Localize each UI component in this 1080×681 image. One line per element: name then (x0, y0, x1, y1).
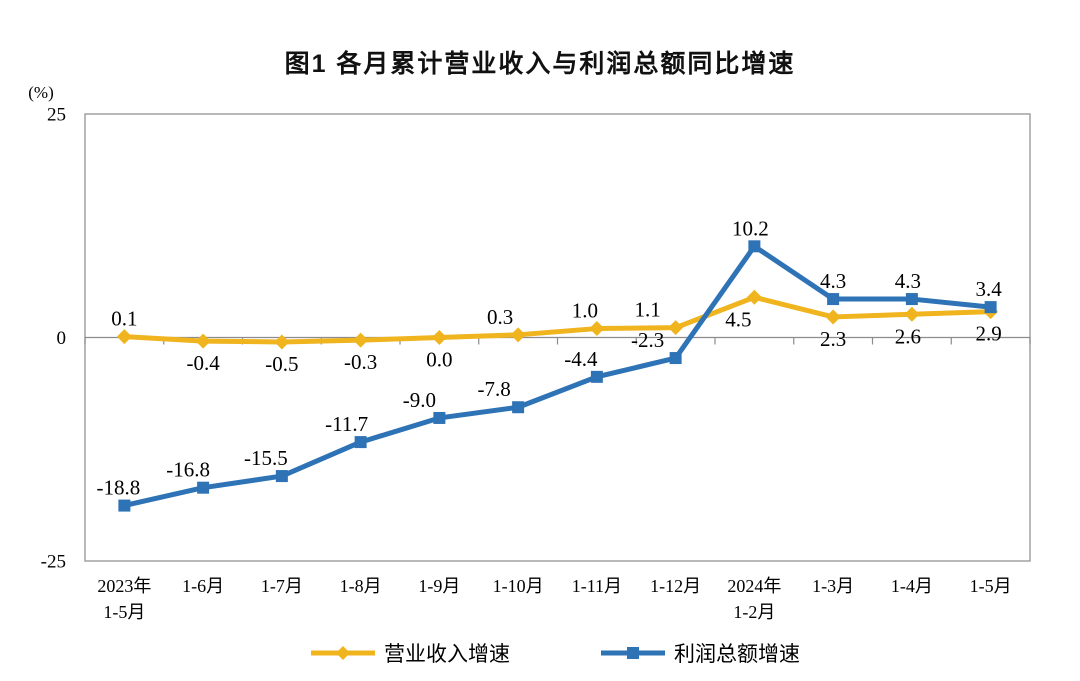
square-marker (433, 411, 446, 424)
diamond-marker (274, 334, 290, 350)
data-label: 2.3 (820, 327, 846, 351)
data-label: -16.8 (166, 458, 210, 482)
x-tick-label: 2023年 1-5月 (97, 576, 151, 622)
data-label: -11.7 (325, 412, 368, 436)
data-label: 0.1 (111, 307, 137, 331)
series-0-data-labels: 0.1 -0.4 -0.5 -0.3 0.0 0.3 1.0 1.1 4.5 2.3 2.6 2.9 (111, 298, 1002, 376)
square-marker (197, 481, 210, 494)
y-tick-label: -25 (41, 552, 66, 573)
square-marker (827, 293, 840, 306)
x-tick-label: 1-6月 (182, 576, 224, 596)
data-label: 0.0 (426, 348, 452, 372)
data-label: -4.4 (564, 347, 598, 371)
data-label: 10.2 (732, 216, 769, 240)
data-label: 2.9 (976, 322, 1002, 346)
x-tick-label: 1-7月 (261, 576, 303, 596)
data-label: -2.3 (631, 328, 664, 352)
x-tick-label: 1-9月 (418, 576, 460, 596)
y-tick-label: 25 (47, 105, 66, 126)
chart-title: 图1 各月累计营业收入与利润总额同比增速 (284, 50, 796, 78)
data-label: -0.4 (187, 351, 221, 375)
data-label: -7.8 (478, 377, 511, 401)
x-tick-label: 2024年 1-2月 (727, 576, 781, 622)
data-label: 4.5 (725, 307, 751, 331)
x-tick-label: 1-11月 (572, 576, 622, 596)
data-label: -9.0 (403, 388, 436, 412)
y-axis-unit-label: (%) (28, 83, 53, 102)
diamond-marker (195, 333, 211, 349)
square-marker (905, 293, 918, 306)
square-marker (275, 470, 288, 483)
diamond-marker (746, 289, 762, 305)
series-line (121, 294, 994, 345)
series-line (121, 243, 994, 509)
x-tick-label: 1-12月 (650, 576, 701, 596)
x-axis-labels: 2023年 1-5月 1-6月 1-7月 1-8月 1-9月 1-10月 1-11月 1-12月… (97, 576, 1011, 622)
revenue-line-diamond-icon (311, 646, 375, 660)
data-label: 4.3 (895, 269, 921, 293)
legend-diamond-marker-icon (336, 646, 350, 660)
profit-line-square-icon (601, 647, 665, 659)
diamond-marker (589, 321, 605, 337)
diamond-marker (116, 329, 132, 345)
diamond-marker (904, 306, 920, 322)
square-marker (354, 436, 367, 449)
diamond-marker (431, 330, 447, 345)
data-label: 1.1 (635, 298, 661, 322)
y-axis-labels: 25 0 -25 (%) (28, 83, 66, 573)
square-marker (984, 301, 997, 314)
data-label: 0.3 (487, 305, 513, 329)
diamond-marker (510, 327, 526, 343)
square-marker (669, 352, 682, 365)
data-label: 3.4 (976, 277, 1003, 301)
diamond-marker (353, 332, 369, 348)
legend-item-profit: 利润总额增速 (600, 638, 800, 668)
x-tick-label: 1-5月 (970, 576, 1012, 596)
legend-item-revenue: 营业收入增速 (310, 638, 510, 668)
x-tick-label: 1-10月 (493, 576, 544, 596)
data-label: 2.6 (895, 324, 921, 348)
x-tick-label: 1-8月 (340, 576, 382, 596)
data-label: -0.3 (344, 350, 377, 374)
data-label: -18.8 (97, 476, 141, 500)
square-marker (748, 240, 761, 253)
square-marker (590, 370, 603, 383)
chart-legend: 营业收入增速 利润总额增速 (30, 638, 1080, 668)
data-label: -15.5 (244, 446, 288, 470)
legend-square-marker-icon (627, 647, 639, 659)
category-tick-marks (84, 337, 1031, 345)
diamond-marker (668, 320, 684, 336)
series-1-data-labels: -18.8 -16.8 -15.5 -11.7 -9.0 -7.8 -4.4 -2.3 10.2… (97, 216, 1003, 499)
data-label: 4.3 (820, 269, 846, 293)
diamond-marker (825, 309, 841, 325)
data-label: -0.5 (265, 352, 298, 376)
square-marker (118, 499, 131, 512)
x-tick-label: 1-3月 (812, 576, 854, 596)
data-label: 1.0 (572, 299, 598, 323)
x-tick-label: 1-4月 (891, 576, 933, 596)
square-marker (512, 401, 525, 414)
legend-label-revenue: 营业收入增速 (384, 643, 510, 666)
legend-label-profit: 利润总额增速 (674, 643, 800, 666)
series-1 (118, 240, 997, 512)
y-tick-label: 0 (57, 328, 67, 349)
